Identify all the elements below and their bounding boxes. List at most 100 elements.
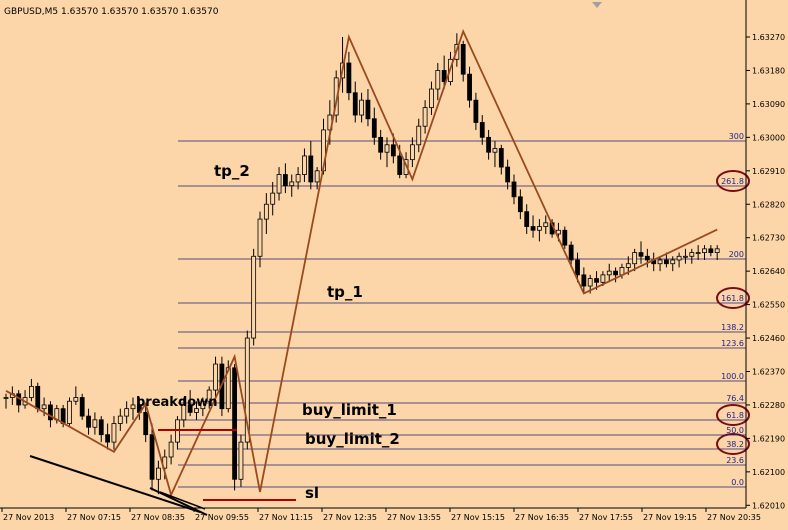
candle-body bbox=[429, 88, 434, 109]
candle-body bbox=[359, 99, 365, 116]
candle-body bbox=[295, 174, 301, 183]
candle-body bbox=[365, 99, 371, 120]
label-buy-limit-1: buy_limit_1 bbox=[302, 401, 397, 419]
candle-body bbox=[435, 70, 441, 90]
y-tick-label: 1.62100 bbox=[752, 468, 785, 477]
x-tick-label: 27 Nov 09:55 bbox=[195, 513, 249, 522]
candle-body bbox=[168, 441, 174, 458]
candle-body bbox=[409, 144, 415, 161]
x-tick-label: 27 Nov 17:55 bbox=[579, 513, 633, 522]
candle-body bbox=[98, 419, 104, 436]
candle-body bbox=[664, 259, 669, 265]
candle-body bbox=[28, 385, 34, 398]
candle-body bbox=[263, 203, 269, 220]
y-tick-label: 1.62010 bbox=[752, 501, 785, 510]
label-breakdown: breakdown bbox=[136, 395, 217, 410]
y-tick-label: 1.62730 bbox=[752, 234, 785, 243]
candle-body bbox=[625, 263, 631, 268]
label-tp-2: tp_2 bbox=[214, 162, 250, 180]
trend-line-3 bbox=[159, 491, 206, 510]
y-tick-label: 1.62190 bbox=[752, 434, 785, 443]
x-tick-label: 27 Nov 08:35 bbox=[131, 513, 185, 522]
candle-body bbox=[378, 136, 384, 153]
candle-body bbox=[111, 423, 117, 443]
candle-body bbox=[200, 400, 206, 410]
candle-body bbox=[416, 125, 422, 146]
candle-body bbox=[194, 408, 199, 413]
candle-body bbox=[124, 408, 130, 417]
candle-body bbox=[581, 274, 587, 287]
candle-body bbox=[79, 397, 85, 417]
x-tick-label: 27 Nov 13:55 bbox=[387, 513, 441, 522]
candle-body bbox=[600, 274, 606, 283]
candle-body bbox=[530, 226, 536, 231]
scroll-marker-icon[interactable] bbox=[592, 2, 602, 8]
y-tick-label: 1.62280 bbox=[752, 401, 785, 410]
fib-label-38.2: 38.2 bbox=[726, 440, 744, 449]
y-tick-label: 1.62370 bbox=[752, 368, 785, 377]
candle-body bbox=[92, 419, 98, 428]
x-tick-label: 27 Nov 07:15 bbox=[67, 513, 121, 522]
candle-body bbox=[289, 181, 295, 187]
candle-body bbox=[695, 252, 701, 254]
fib-label-61.8: 61.8 bbox=[726, 411, 744, 420]
candle-body bbox=[282, 174, 288, 187]
candle-body bbox=[537, 226, 542, 231]
fib-circle-161.8 bbox=[716, 287, 750, 309]
candle-body bbox=[441, 70, 447, 82]
candle-body bbox=[594, 278, 599, 283]
zigzag-line bbox=[5, 29, 718, 498]
annotations: tp_2 tp_1 breakdown buy_limit_1 buy_limi… bbox=[29, 162, 400, 516]
candle-body bbox=[225, 367, 231, 410]
candle-body bbox=[384, 144, 390, 153]
x-tick-label: 27 Nov 11:15 bbox=[259, 513, 313, 522]
fib-label-300: 300 bbox=[729, 132, 744, 141]
candle-body bbox=[117, 415, 123, 424]
candle-body bbox=[422, 107, 428, 127]
candle-body bbox=[683, 255, 688, 258]
candle-body bbox=[302, 155, 307, 175]
fib-label-123.6: 123.6 bbox=[721, 339, 744, 348]
fib-label-200: 200 bbox=[729, 250, 744, 259]
trend-line-2 bbox=[149, 487, 208, 516]
candle-body bbox=[486, 136, 492, 153]
zigzag bbox=[5, 29, 718, 498]
candle-body bbox=[644, 255, 650, 261]
fib-label-0.0: 0.0 bbox=[731, 478, 744, 487]
x-tick-label: 27 Nov 19:15 bbox=[643, 513, 697, 522]
fib-label-161.8: 161.8 bbox=[721, 294, 744, 303]
candle-body bbox=[587, 278, 593, 287]
fib-label-23.6: 23.6 bbox=[726, 456, 744, 465]
candle-body bbox=[238, 441, 244, 480]
fib-circle-261.8 bbox=[716, 170, 750, 192]
y-tick-label: 1.63270 bbox=[752, 33, 785, 42]
candle-body bbox=[149, 434, 155, 480]
fib-label-261.8: 261.8 bbox=[721, 177, 744, 186]
candle-body bbox=[257, 218, 263, 257]
candle-body bbox=[181, 404, 187, 421]
y-tick-label: 1.63090 bbox=[752, 100, 785, 109]
x-tick-label: 27 Nov 16:35 bbox=[515, 513, 569, 522]
candle-body bbox=[517, 196, 523, 213]
candle-body bbox=[473, 99, 479, 123]
candle-body bbox=[524, 211, 530, 227]
candle-body bbox=[613, 270, 618, 276]
y-tick-label: 1.62640 bbox=[752, 267, 785, 276]
candle-body bbox=[511, 181, 517, 198]
candle-body bbox=[460, 44, 466, 75]
candle-body bbox=[492, 148, 498, 153]
candle-body bbox=[479, 122, 485, 138]
y-tick-label: 1.62820 bbox=[752, 200, 785, 209]
fib-circle-38.2 bbox=[716, 433, 750, 455]
y-tick-label: 1.63180 bbox=[752, 66, 785, 75]
candle-body bbox=[638, 252, 644, 257]
x-tick-label: 27 Nov 12:35 bbox=[323, 513, 377, 522]
y-tick-label: 1.62460 bbox=[752, 334, 785, 343]
candle-body bbox=[505, 166, 511, 183]
chart-title: GBPUSD,M5 1.63570 1.63570 1.63570 1.6357… bbox=[4, 7, 219, 17]
candle-body bbox=[251, 255, 257, 339]
candle-body bbox=[244, 337, 250, 443]
candle-body bbox=[41, 404, 47, 410]
